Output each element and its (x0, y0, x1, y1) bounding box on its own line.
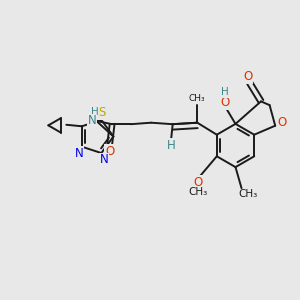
Text: N: N (74, 147, 83, 160)
Text: N: N (100, 153, 109, 166)
Text: O: O (193, 176, 203, 189)
Text: CH₃: CH₃ (189, 94, 206, 103)
Text: O: O (105, 145, 114, 158)
Text: O: O (221, 96, 230, 110)
Text: CH₃: CH₃ (238, 189, 258, 199)
Text: H: H (91, 107, 99, 117)
Text: H: H (220, 87, 228, 98)
Text: O: O (243, 70, 252, 83)
Text: N: N (88, 114, 97, 127)
Text: H: H (167, 139, 176, 152)
Text: CH₃: CH₃ (188, 187, 208, 197)
Text: O: O (277, 116, 286, 129)
Text: S: S (98, 106, 106, 119)
